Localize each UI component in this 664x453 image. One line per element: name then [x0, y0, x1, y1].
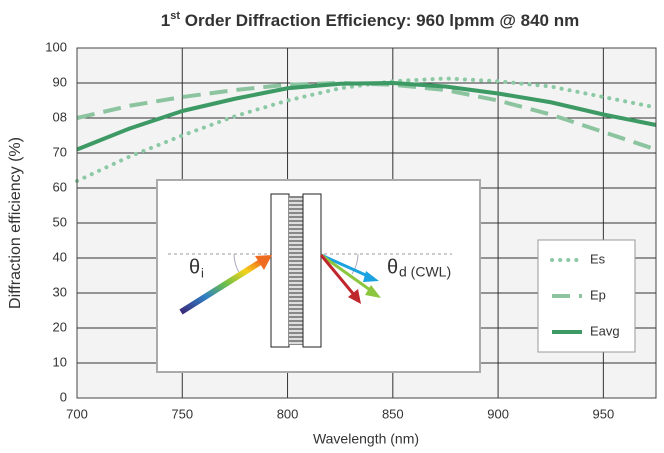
- x-tick-label: 950: [593, 406, 615, 421]
- title-superscript: st: [170, 10, 180, 22]
- diffracted-ray: [320, 253, 371, 279]
- y-tick-label: 100: [45, 39, 67, 54]
- arrow-head: [363, 271, 379, 282]
- legend-label: Es: [590, 251, 606, 266]
- series-line: [76, 81, 657, 152]
- plate: [270, 193, 290, 348]
- x-axis-label: Wavelength (nm): [313, 431, 419, 447]
- inset-diagram: θ i θ d (CWL): [156, 179, 481, 373]
- angle-arc: [351, 253, 359, 275]
- x-tick-label: 750: [171, 406, 193, 421]
- incident-ray: [179, 258, 264, 315]
- y-tick-label: 50: [53, 214, 67, 229]
- plot-border: [76, 47, 657, 399]
- diffracted-ray: [319, 254, 357, 297]
- theta-d-sub: d (CWL): [399, 264, 451, 280]
- x-tick-label: 800: [277, 406, 299, 421]
- grating: [289, 196, 303, 345]
- theta-d: θ: [387, 256, 398, 278]
- arrow-head: [255, 255, 272, 270]
- title-number: 1: [161, 11, 170, 30]
- diffracted-ray: [320, 253, 374, 294]
- y-tick-label: 20: [53, 319, 67, 334]
- legend-label: Ep: [590, 287, 606, 302]
- y-tick-label: 0: [60, 389, 67, 404]
- legend-label: Eavg: [590, 323, 620, 338]
- theta-i-sub: i: [201, 265, 204, 280]
- arrow-head: [348, 289, 361, 304]
- x-tick-label: 900: [487, 406, 509, 421]
- title-text: Order Diffraction Efficiency: 960 lpmm @…: [180, 11, 579, 30]
- y-tick-label: 70: [53, 144, 67, 159]
- y-tick-label: 08: [53, 109, 67, 124]
- y-tick-label: 10: [53, 354, 67, 369]
- plate: [302, 193, 322, 348]
- y-tick-label: 90: [53, 74, 67, 89]
- x-tick-label: 700: [66, 406, 88, 421]
- series-line: [76, 81, 657, 152]
- y-tick-label: 40: [53, 249, 67, 264]
- y-tick-label: 60: [53, 179, 67, 194]
- y-tick-label: 30: [53, 284, 67, 299]
- y-axis-label: Diffraction efficiency (%): [7, 137, 24, 309]
- chart-title: 1st Order Diffraction Efficiency: 960 lp…: [161, 10, 579, 31]
- x-tick-label: 850: [382, 406, 404, 421]
- theta-i: θ: [189, 256, 200, 278]
- arrow-head: [365, 285, 381, 298]
